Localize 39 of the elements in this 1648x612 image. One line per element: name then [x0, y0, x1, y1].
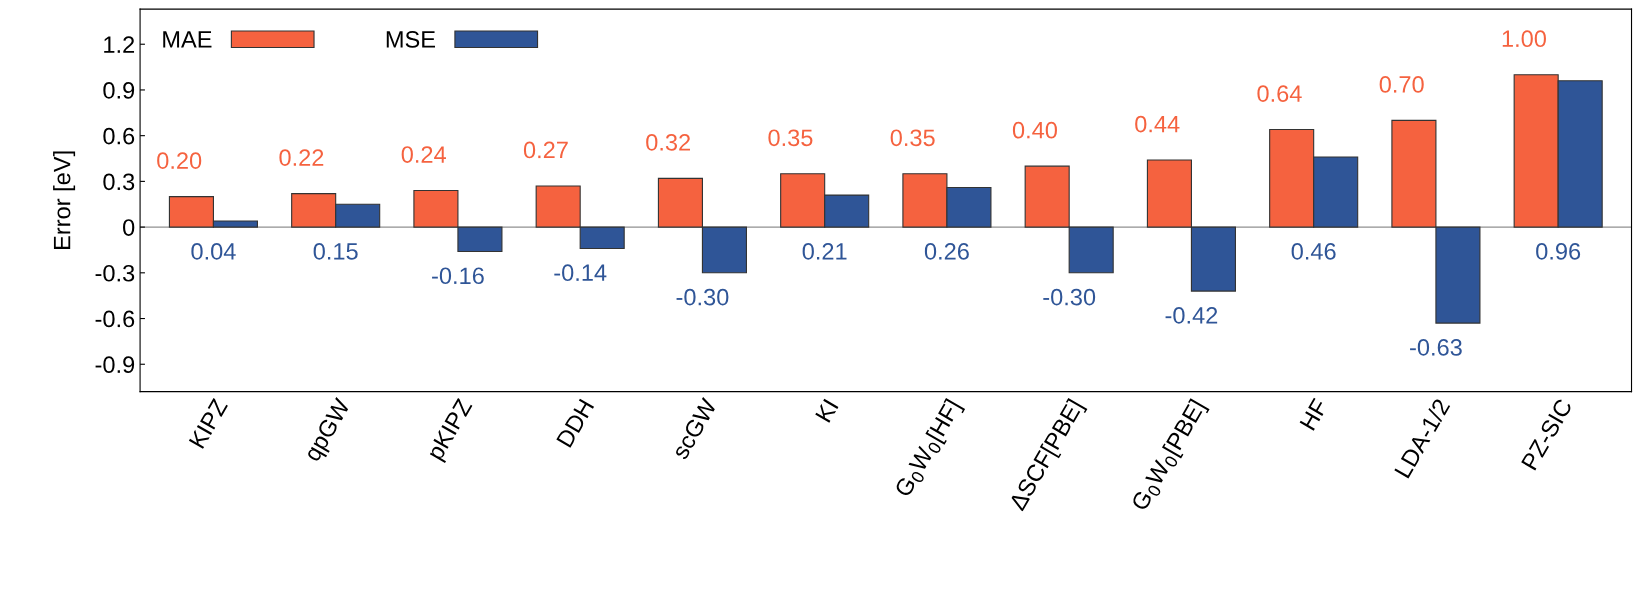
y-tick-label: 0.9	[103, 82, 135, 99]
y-tick-label: -0.6	[95, 310, 135, 328]
data-label: 0.32	[646, 134, 690, 151]
legend-label: MAE	[163, 31, 212, 48]
data-label: 0.27	[523, 141, 568, 159]
x-tick-label: HF	[1299, 397, 1329, 431]
data-label: 0.24	[401, 146, 446, 163]
data-label: -0.30	[676, 288, 729, 306]
y-tick-label: 0.6	[103, 127, 135, 145]
y-tick-label: -0.3	[95, 264, 135, 282]
data-label: -0.16	[432, 267, 484, 285]
data-label: 0.44	[1135, 115, 1180, 133]
data-label: 0.04	[191, 243, 236, 260]
data-label: -0.14	[554, 264, 607, 282]
legend-label: MSE	[386, 31, 436, 48]
data-label: 0.20	[157, 152, 202, 169]
y-axis-title: Error [eV]	[53, 151, 76, 249]
data-label: 0.64	[1257, 85, 1302, 102]
data-label: 0.26	[924, 243, 969, 260]
data-label: -0.30	[1043, 288, 1096, 306]
data-label: -0.63	[1410, 339, 1462, 356]
data-label: 0.22	[279, 149, 324, 166]
data-label: -0.42	[1165, 307, 1218, 324]
data-label: 0.46	[1291, 243, 1336, 260]
data-label: 0.40	[1012, 121, 1057, 139]
y-tick-label: -0.9	[95, 356, 135, 374]
data-label: 0.15	[313, 243, 358, 260]
data-label: 0.35	[768, 129, 813, 147]
data-label: 0.35	[890, 129, 935, 147]
data-label: 0.96	[1536, 243, 1581, 260]
y-tick-label: 0	[123, 219, 135, 236]
data-label: 0.70	[1379, 76, 1424, 93]
x-tick-label: G$_{0}$W$_{0}$[HF]	[893, 398, 966, 501]
data-label: 0.21	[802, 243, 847, 260]
x-tick-label: KI	[815, 398, 839, 423]
y-tick-label: 1.2	[104, 36, 135, 53]
x-tick-label: G$_{0}$W$_{0}$[PBE]	[1130, 398, 1210, 514]
data-label: 1.00	[1502, 30, 1546, 48]
y-tick-label: 0.3	[103, 173, 135, 191]
